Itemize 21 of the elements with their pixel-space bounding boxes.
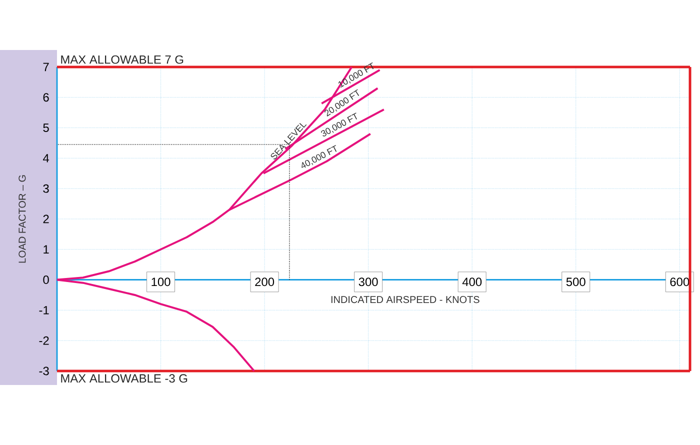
y-tick-label: 5	[43, 124, 49, 132]
x-tick-label: 500	[566, 278, 586, 286]
x-tick-label: 400	[462, 278, 482, 286]
x-tick-label: 600	[670, 278, 690, 286]
x-axis-title: INDICATED AIRSPEED - KNOTS	[331, 296, 480, 304]
y-tick-label: -2	[39, 336, 49, 345]
y-tick-label: 0	[43, 276, 49, 284]
y-tick-label: 3	[43, 184, 49, 193]
y-tick-label: 2	[43, 214, 49, 224]
y-tick-label: 7	[43, 62, 49, 72]
y-tick-label: -3	[39, 366, 49, 376]
y-tick-label: 4	[43, 154, 50, 162]
ref-line-label: MAX ALLOWABLE -3 G	[61, 374, 188, 383]
y-tick-label: 1	[44, 245, 49, 254]
x-tick-label: 300	[358, 278, 378, 286]
x-tick-label: 100	[152, 278, 170, 286]
y-axis-title: LOAD FACTOR – G	[18, 175, 26, 263]
x-tick-label: 200	[255, 278, 274, 286]
ref-line-label: MAX ALLOWABLE 7 G	[61, 55, 184, 64]
y-tick-label: -1	[39, 306, 49, 314]
y-tick-label: 6	[43, 93, 49, 102]
